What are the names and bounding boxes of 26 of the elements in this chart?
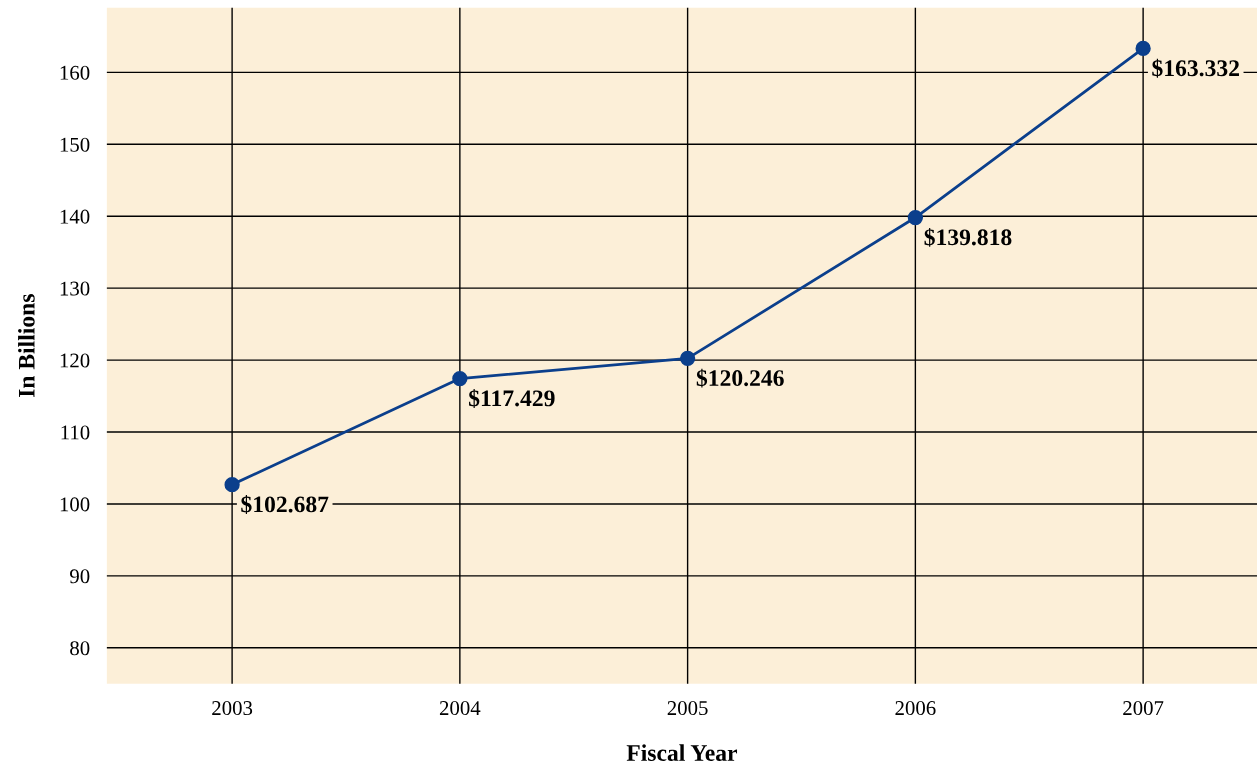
- x-tick-label: 2003: [212, 701, 253, 716]
- y-tick-label: 110: [61, 425, 90, 440]
- x-tick-label: 2005: [667, 701, 708, 716]
- point: [224, 476, 240, 493]
- y-tick-label: 80: [70, 641, 90, 656]
- data-label: $120.246: [696, 368, 784, 388]
- point: [907, 209, 924, 226]
- y-tick-label: 140: [60, 209, 90, 224]
- point: [452, 370, 468, 387]
- y-tick-label: 160: [60, 65, 90, 80]
- y-tick-label: 120: [60, 353, 90, 368]
- point: [679, 350, 696, 366]
- x-tick-label: 2007: [1123, 701, 1164, 716]
- point: [1135, 40, 1151, 57]
- x-axis-title: Fiscal Year: [626, 744, 738, 761]
- data-label: $139.818: [924, 227, 1012, 247]
- y-axis-title: In Billions: [18, 294, 35, 398]
- x-tick-label: 2004: [439, 701, 481, 716]
- y-tick-label: 130: [60, 281, 90, 296]
- data-label: $102.687: [241, 495, 329, 514]
- y-tick-label: 90: [70, 569, 90, 584]
- data-label: $117.429: [469, 388, 555, 408]
- data-label: $163.332: [1152, 58, 1239, 78]
- y-tick-label: 150: [60, 137, 90, 152]
- y-tick-label: 100: [60, 497, 90, 512]
- x-tick-label: 2006: [895, 701, 936, 716]
